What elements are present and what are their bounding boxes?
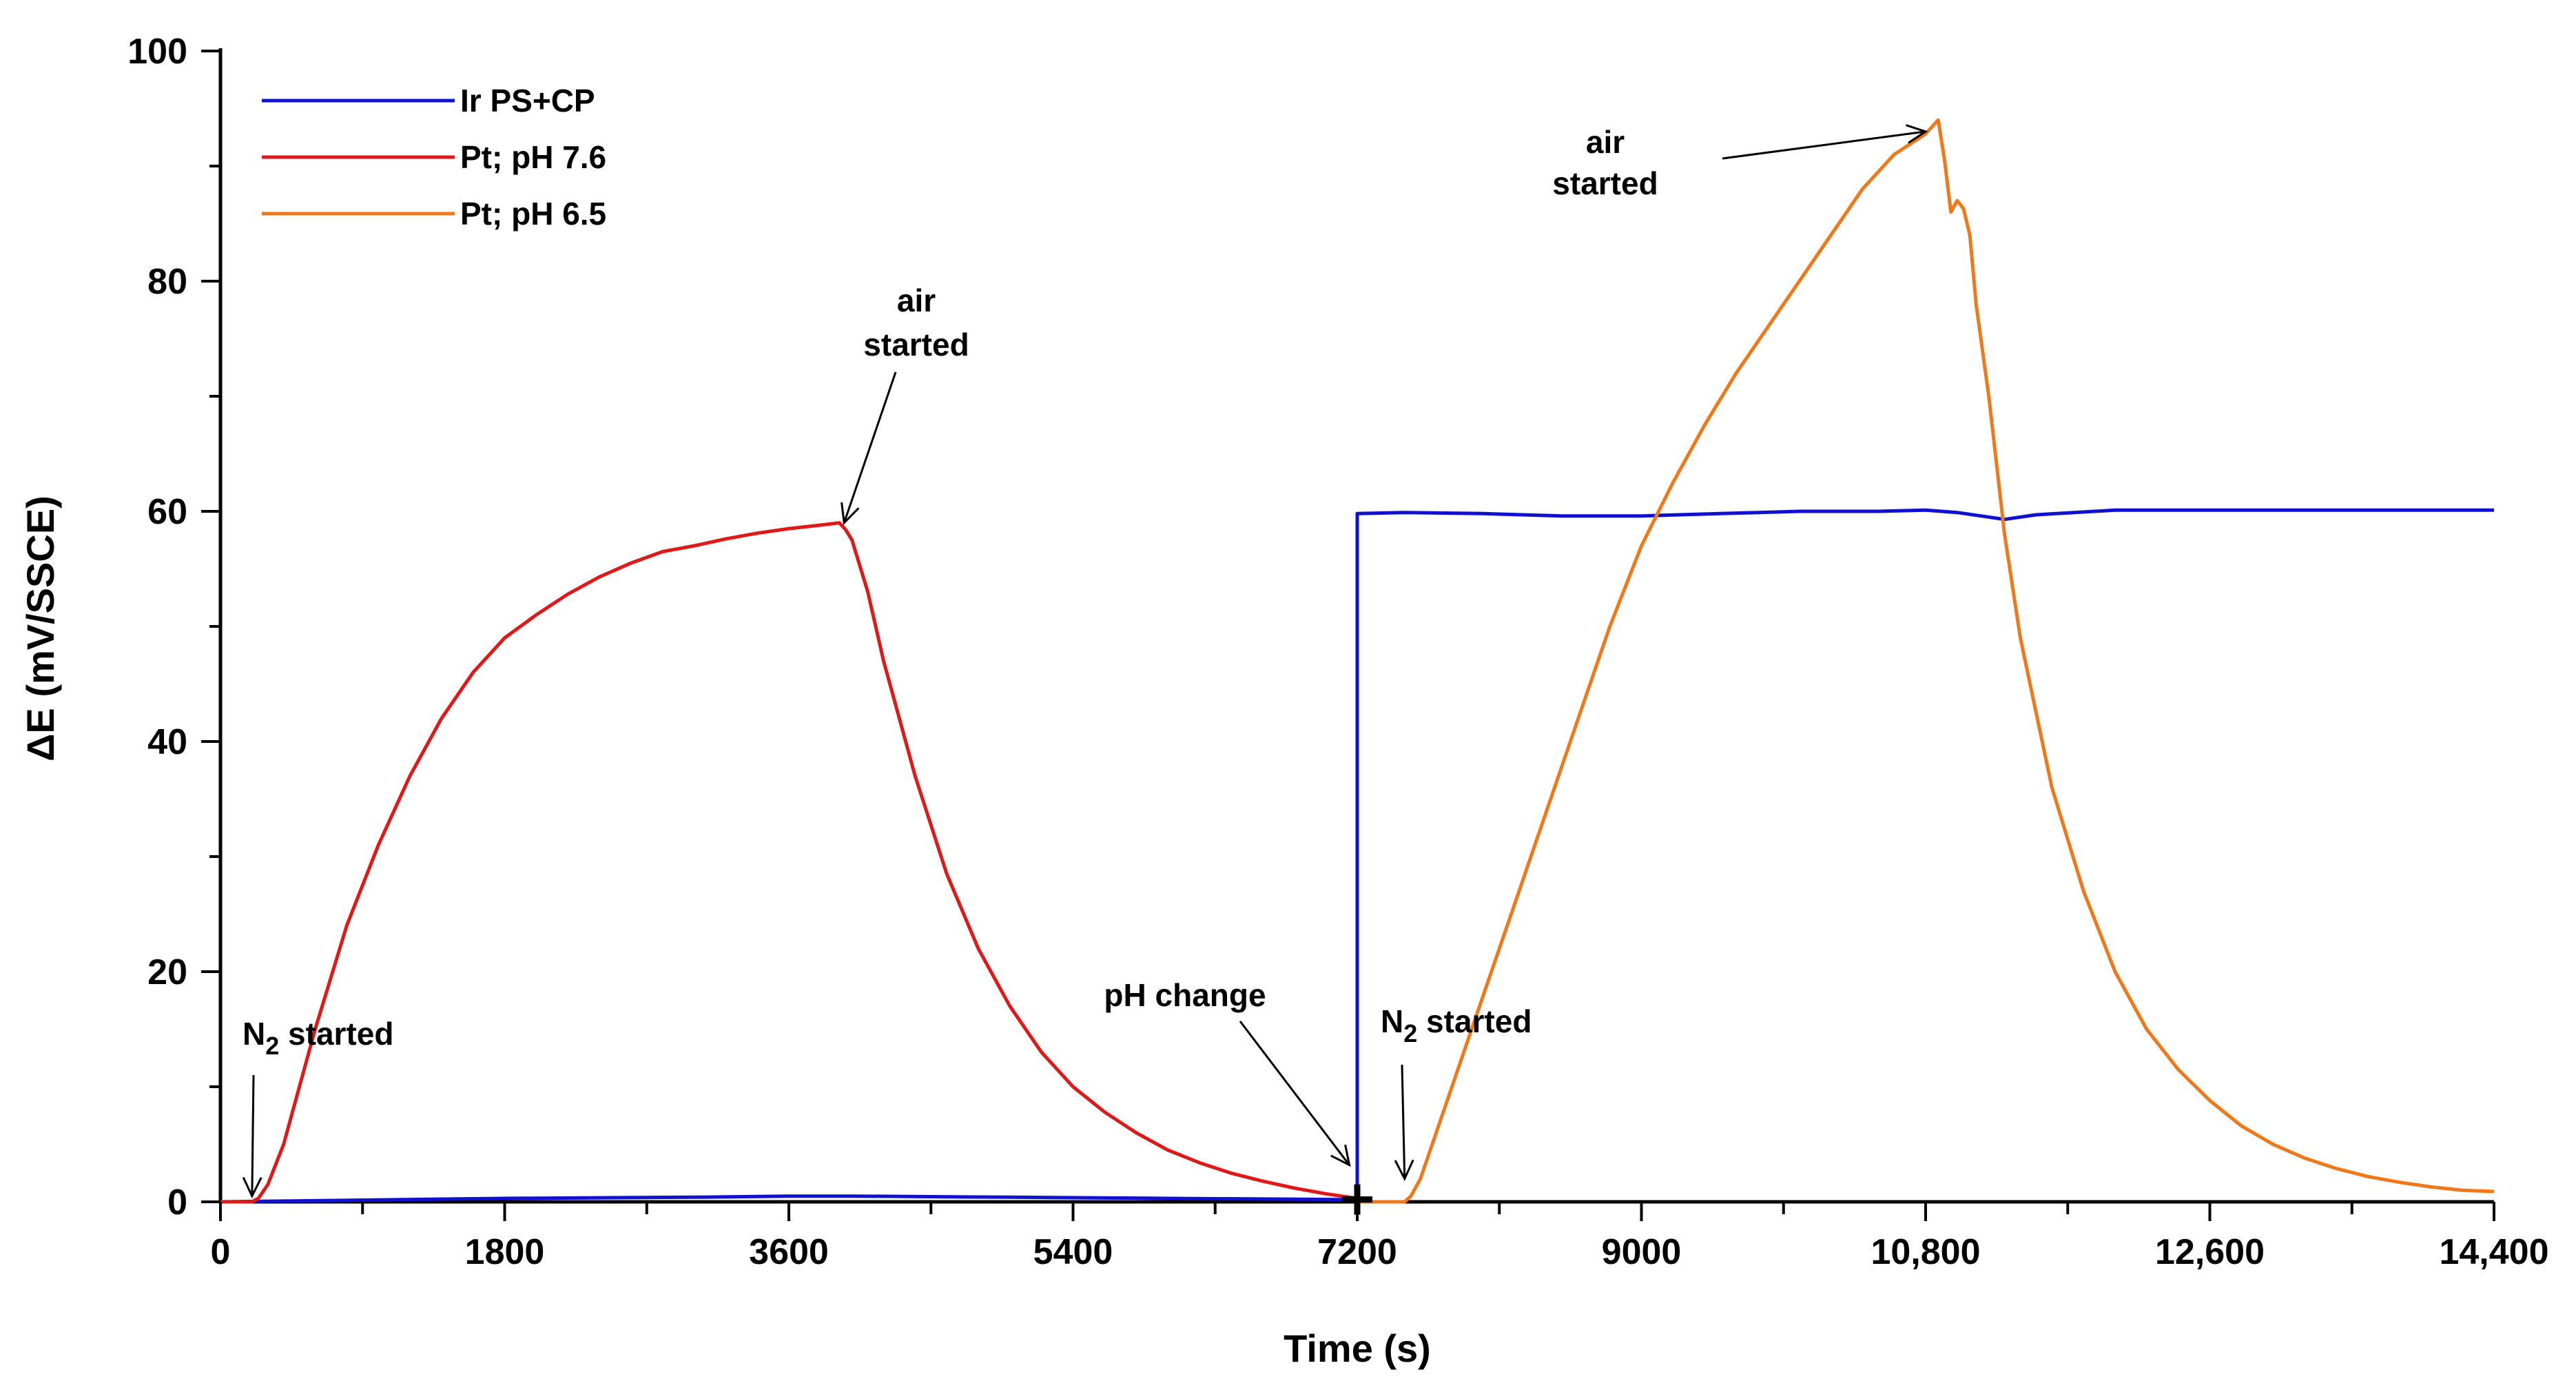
y-tick-label: 80 bbox=[147, 262, 187, 302]
annotation-ph-change: pH change bbox=[1104, 977, 1351, 1167]
arrow-head bbox=[242, 1176, 262, 1199]
series-line-pt-ph-7-6[interactable] bbox=[220, 521, 1358, 1204]
series-line-pt-ph-6-5[interactable] bbox=[1357, 118, 2495, 1204]
x-tick-label: 1800 bbox=[465, 1232, 545, 1272]
annotation-arrow bbox=[251, 1074, 255, 1196]
annotation-n2-sub: 2 bbox=[1403, 1019, 1417, 1047]
series-layer bbox=[220, 118, 2495, 1215]
x-tick-label: 3600 bbox=[749, 1232, 829, 1272]
annotation-n2-sub: 2 bbox=[265, 1032, 279, 1060]
legend-label: Ir PS+CP bbox=[460, 83, 595, 119]
annotation-arrow bbox=[1401, 1064, 1406, 1179]
annotation-air-line2: started bbox=[863, 327, 969, 362]
x-tick-label: 10,800 bbox=[1871, 1232, 1980, 1272]
annotation-air-line1: air bbox=[1586, 124, 1625, 160]
legend-label: Pt; pH 7.6 bbox=[460, 139, 606, 175]
annotation-n2-started-1: N2 started bbox=[242, 1016, 393, 1199]
svg-text:N2 started: N2 started bbox=[1381, 1003, 1532, 1047]
legend: Ir PS+CP Pt; pH 7.6 Pt; pH 6.5 bbox=[262, 83, 606, 232]
x-tick-label: 5400 bbox=[1033, 1232, 1113, 1272]
annotation-n2-started-2: N2 started bbox=[1381, 1003, 1532, 1182]
annotation-air-started-1: air started bbox=[841, 283, 969, 525]
y-tick-label: 0 bbox=[167, 1183, 187, 1223]
annotation-n2-main: N bbox=[1381, 1003, 1403, 1039]
y-tick-label: 20 bbox=[147, 952, 187, 992]
annotation-n2-main: N bbox=[243, 1016, 265, 1052]
legend-item[interactable]: Pt; pH 6.5 bbox=[262, 196, 606, 232]
y-tick-label: 100 bbox=[127, 32, 187, 72]
y-axis-title: ΔE (mV/SSCE) bbox=[19, 495, 62, 761]
legend-item[interactable]: Ir PS+CP bbox=[262, 83, 595, 119]
annotation-air-started-2: air started bbox=[1552, 124, 1928, 201]
annotation-arrow bbox=[1239, 1021, 1350, 1166]
annotation-ph-text: pH change bbox=[1104, 977, 1266, 1013]
ticks-layer: 0 20 40 60 80 100 0 1800 3600 5400 7200 9000 10,800 1… bbox=[127, 32, 2548, 1272]
x-tick-label: 14,400 bbox=[2439, 1232, 2548, 1272]
arrow-head bbox=[1906, 124, 1928, 144]
x-axis-title: Time (s) bbox=[1284, 1327, 1431, 1370]
annotation-n2-rest: started bbox=[279, 1016, 393, 1052]
y-tick-label: 60 bbox=[147, 492, 187, 532]
arrow-head bbox=[1394, 1159, 1414, 1182]
legend-label: Pt; pH 6.5 bbox=[460, 196, 606, 232]
x-tick-label: 0 bbox=[211, 1232, 231, 1272]
arrow-head bbox=[841, 502, 860, 525]
x-tick-label: 7200 bbox=[1317, 1232, 1397, 1272]
x-tick-label: 9000 bbox=[1602, 1232, 1682, 1272]
annotations: N2 started air started pH change N2 star… bbox=[242, 124, 1928, 1199]
arrow-head bbox=[1330, 1144, 1351, 1167]
y-tick-label: 40 bbox=[147, 722, 187, 762]
annotation-arrow bbox=[1722, 130, 1926, 160]
series-line-ir-ps-cp[interactable] bbox=[220, 508, 2494, 1204]
annotation-air-line1: air bbox=[897, 283, 936, 318]
legend-item[interactable]: Pt; pH 7.6 bbox=[262, 139, 606, 175]
annotation-n2-rest: started bbox=[1417, 1003, 1532, 1039]
x-tick-label: 12,600 bbox=[2155, 1232, 2265, 1272]
annotation-air-line2: started bbox=[1552, 165, 1658, 201]
svg-text:N2 started: N2 started bbox=[243, 1016, 393, 1060]
annotation-arrow bbox=[843, 371, 897, 524]
